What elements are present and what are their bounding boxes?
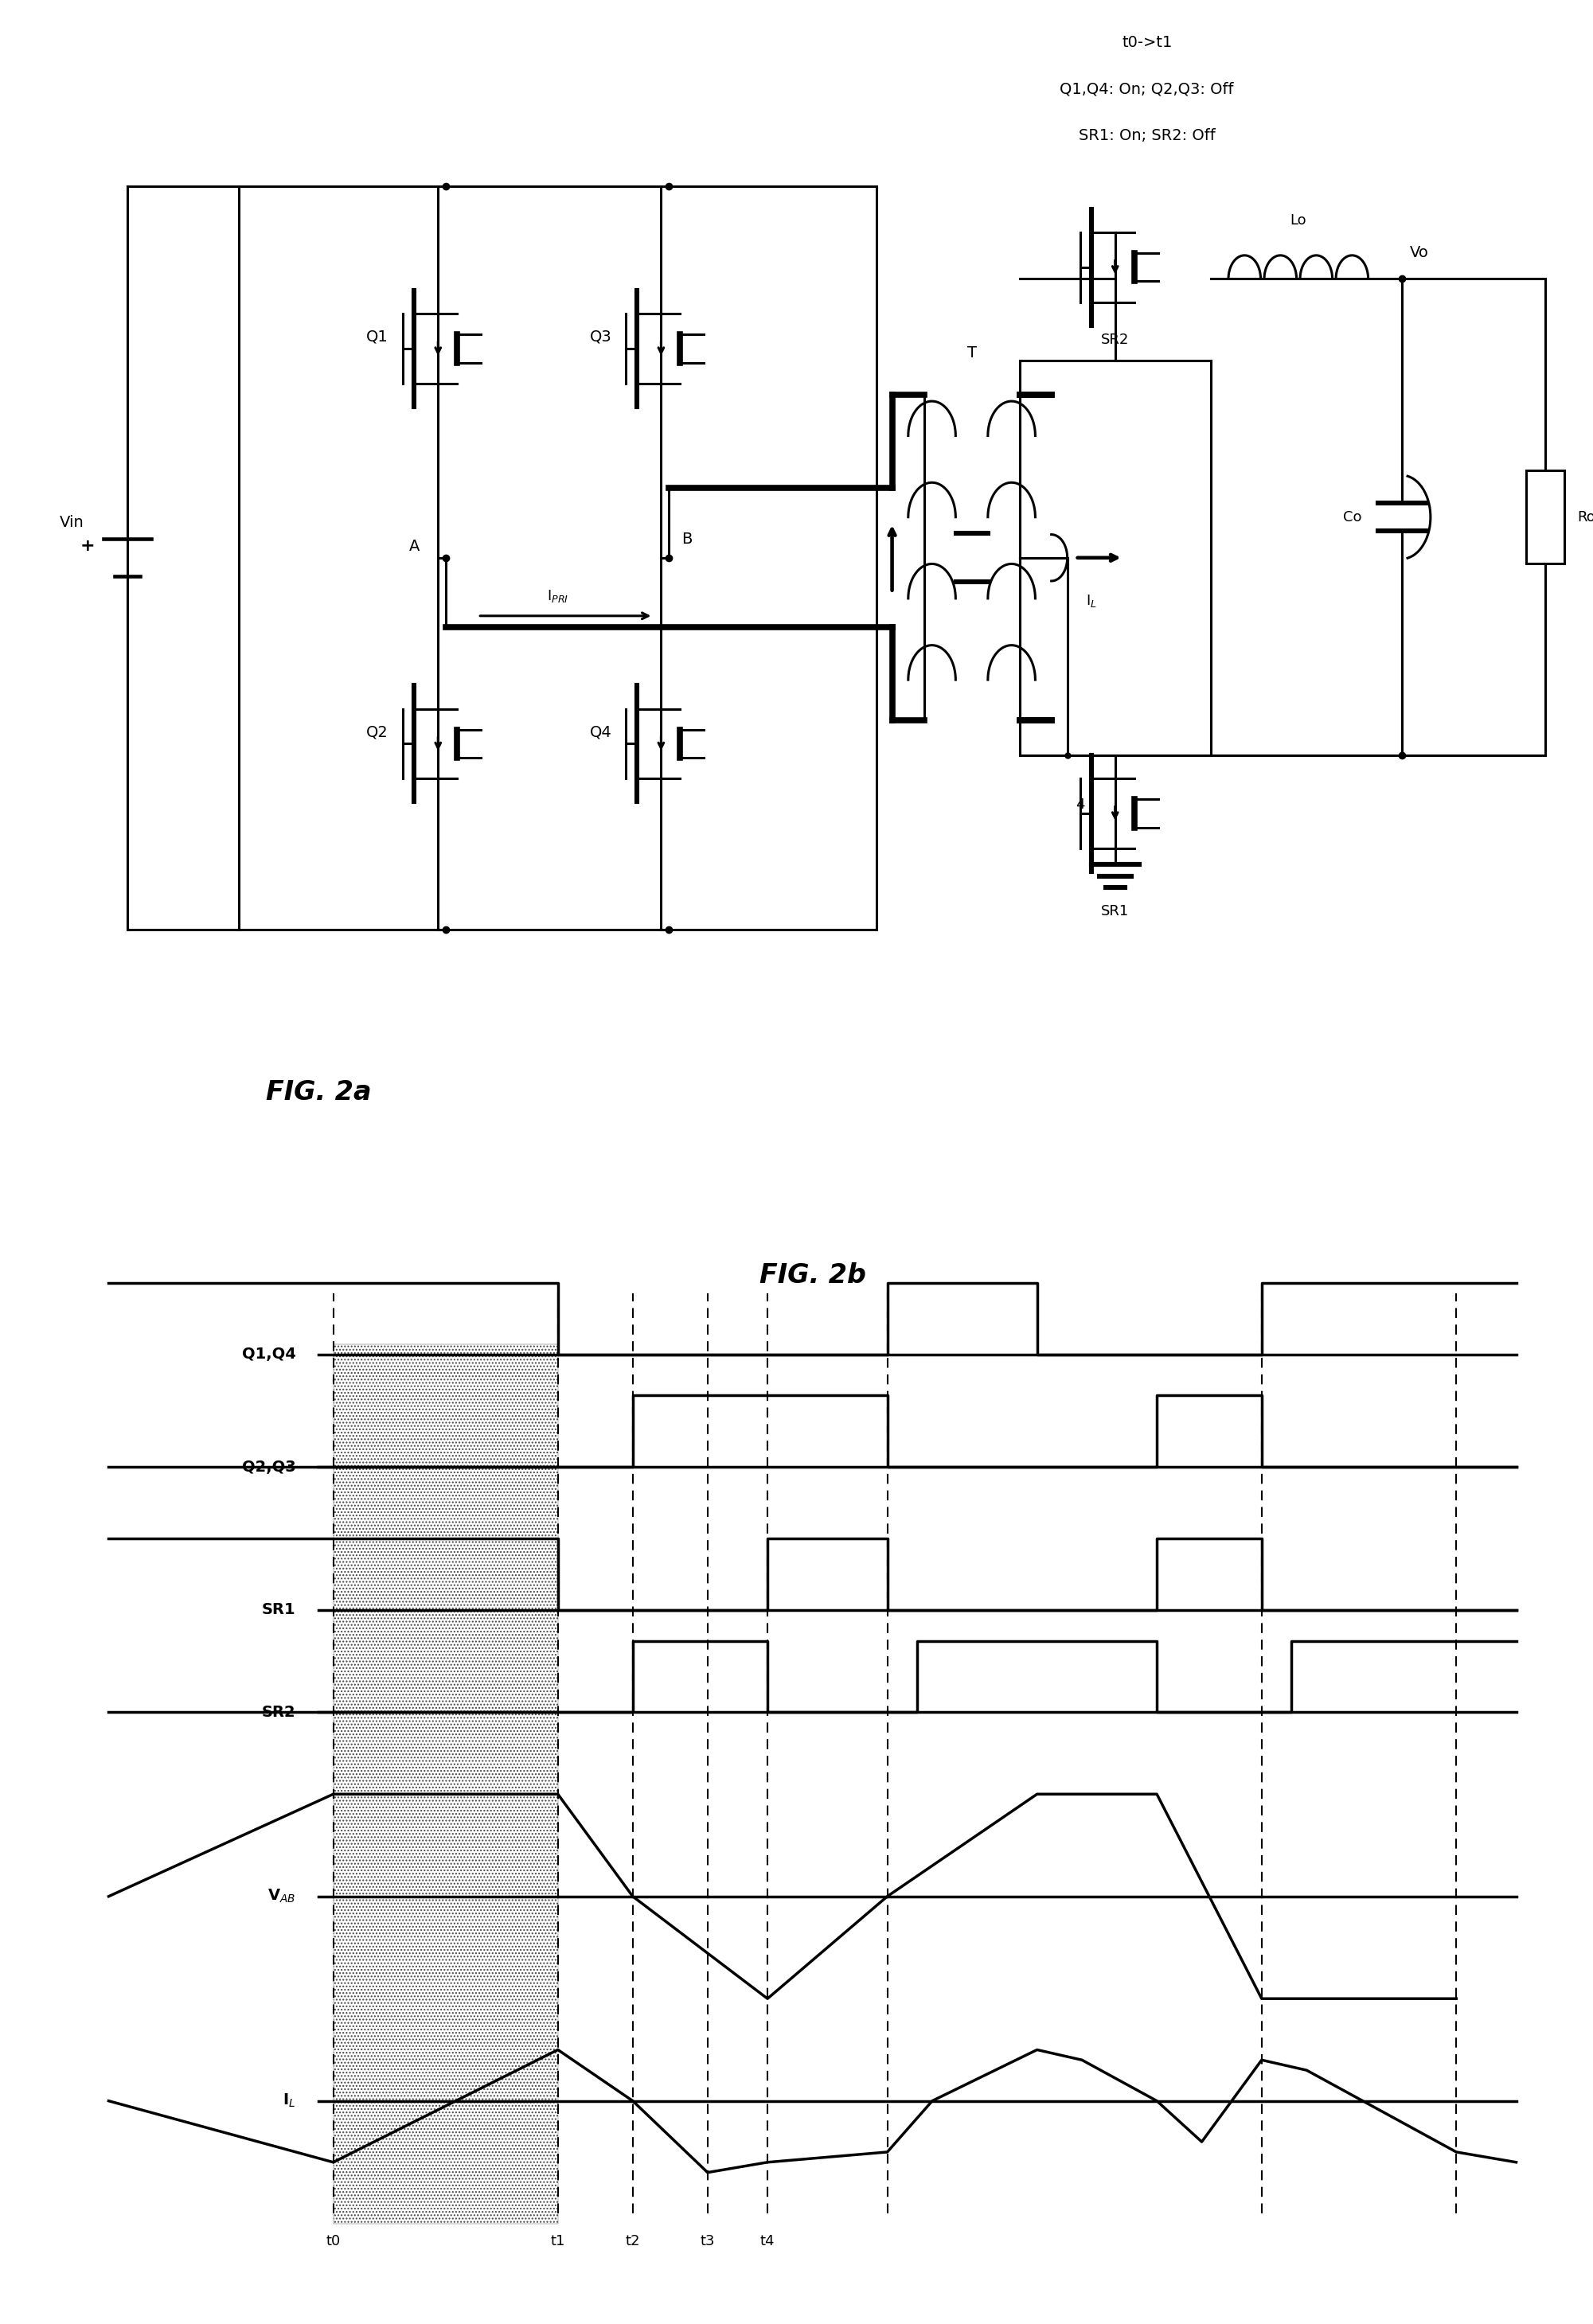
Text: Lo: Lo	[1290, 214, 1306, 228]
Text: SR2: SR2	[1101, 332, 1129, 346]
Text: t0: t0	[327, 2233, 341, 2247]
Text: Q3: Q3	[589, 330, 612, 344]
Text: +: +	[80, 539, 96, 553]
Text: Co: Co	[1343, 509, 1362, 525]
Text: SR2: SR2	[261, 1706, 296, 1720]
Text: B: B	[682, 532, 693, 546]
Text: t2: t2	[626, 2233, 640, 2247]
Text: A: A	[409, 539, 419, 553]
Text: FIG. 2b: FIG. 2b	[760, 1262, 865, 1290]
Text: SR1: On; SR2: Off: SR1: On; SR2: Off	[1078, 128, 1215, 144]
Text: t4: t4	[760, 2233, 774, 2247]
Text: V$_{AB}$: V$_{AB}$	[268, 1887, 296, 1906]
Text: I$_L$: I$_L$	[1086, 593, 1096, 609]
Text: Vo: Vo	[1410, 244, 1429, 260]
Text: t1: t1	[551, 2233, 566, 2247]
Text: Q4: Q4	[589, 725, 612, 739]
Text: I$_{L}$: I$_{L}$	[284, 2092, 296, 2110]
Text: I$_{PRI}$: I$_{PRI}$	[546, 588, 569, 604]
Text: Q2,Q3: Q2,Q3	[242, 1459, 296, 1473]
Bar	[333, 1343, 558, 2224]
Text: SR1: SR1	[1101, 904, 1129, 918]
Text: Q1: Q1	[366, 330, 389, 344]
Text: Ro: Ro	[1577, 509, 1593, 525]
Text: T: T	[967, 344, 977, 360]
Text: t0->t1: t0->t1	[1121, 35, 1172, 51]
Text: FIG. 2a: FIG. 2a	[266, 1078, 371, 1106]
Text: SR1: SR1	[261, 1604, 296, 1618]
Text: t3: t3	[701, 2233, 715, 2247]
Text: 4: 4	[1075, 797, 1085, 811]
Text: Q2: Q2	[366, 725, 389, 739]
Text: Q1,Q4: On; Q2,Q3: Off: Q1,Q4: On; Q2,Q3: Off	[1059, 81, 1235, 98]
Text: Q1,Q4: Q1,Q4	[242, 1348, 296, 1362]
Text: Vin: Vin	[59, 516, 84, 530]
Bar	[1526, 469, 1564, 562]
